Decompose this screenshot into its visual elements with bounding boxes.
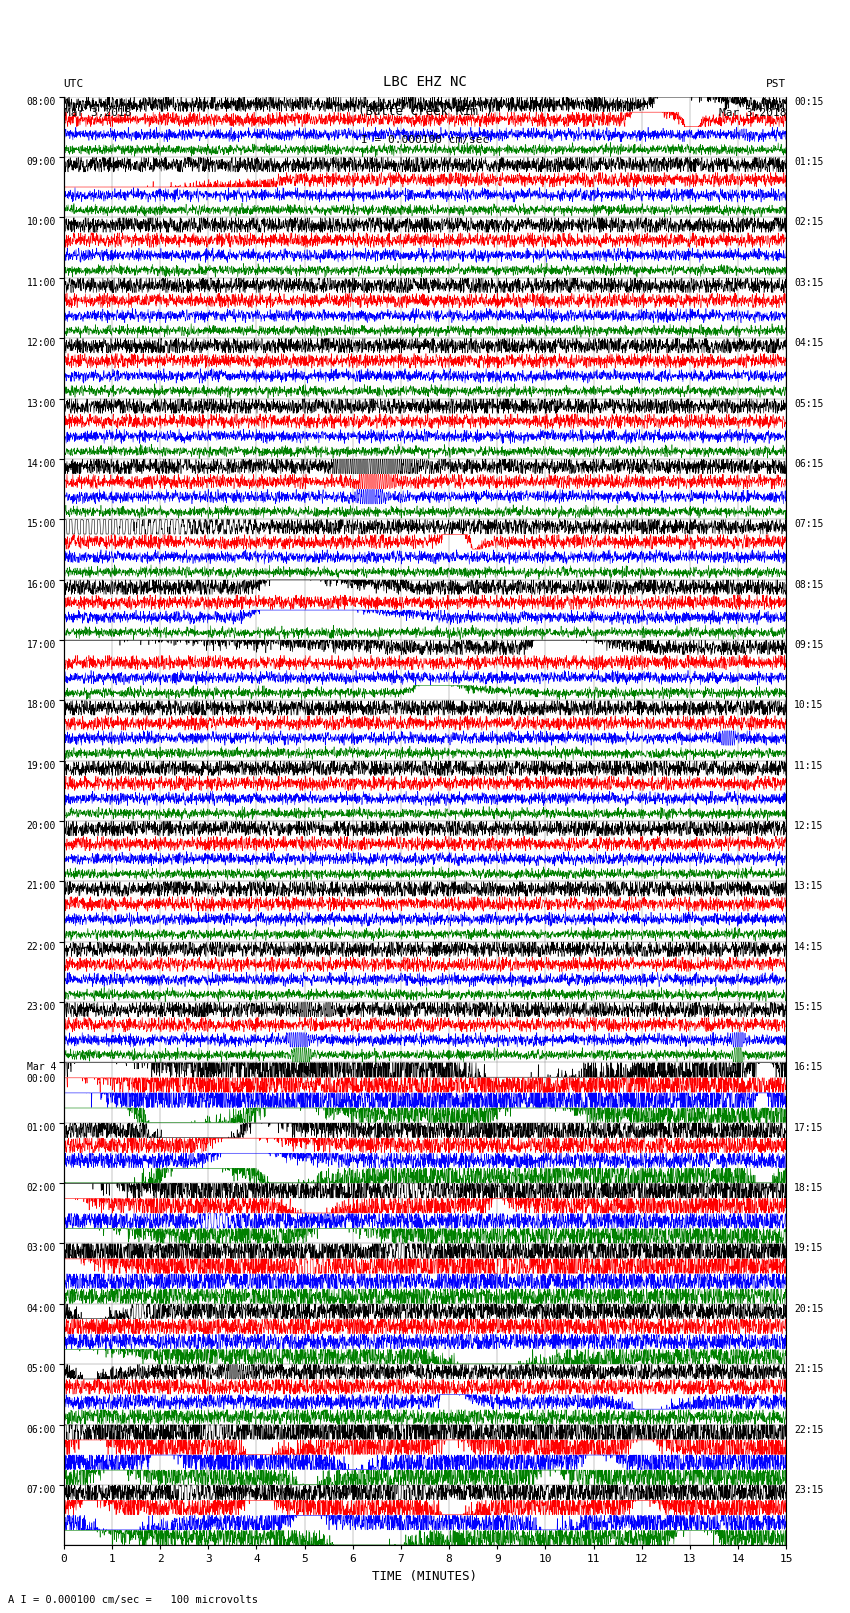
Text: Mar 3,2018: Mar 3,2018 (719, 108, 786, 118)
Text: (Butte Creek Rim ): (Butte Creek Rim ) (358, 105, 492, 118)
X-axis label: TIME (MINUTES): TIME (MINUTES) (372, 1569, 478, 1582)
Text: PST: PST (766, 79, 786, 89)
Text: A I = 0.000100 cm/sec =   100 microvolts: A I = 0.000100 cm/sec = 100 microvolts (8, 1595, 258, 1605)
Text: LBC EHZ NC: LBC EHZ NC (383, 74, 467, 89)
Text: I = 0.000100 cm/sec: I = 0.000100 cm/sec (361, 135, 489, 145)
Text: UTC: UTC (64, 79, 84, 89)
Text: Mar 3,2018: Mar 3,2018 (64, 108, 131, 118)
